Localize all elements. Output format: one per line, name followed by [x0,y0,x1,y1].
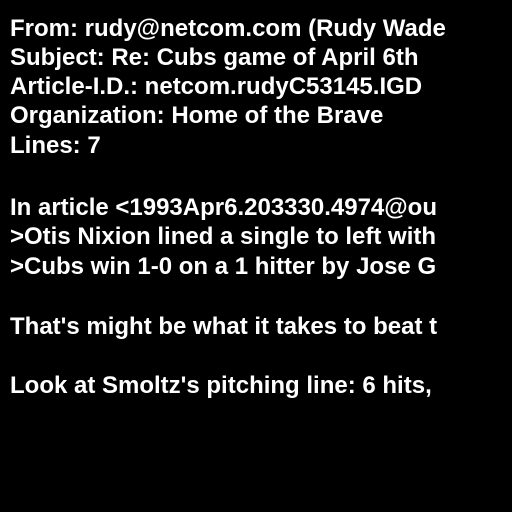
header-subject: Subject: Re: Cubs game of April 6th [10,44,419,71]
paragraph: That's might be what it takes to beat t [10,313,438,340]
intro-line: In article <1993Apr6.203330.4974@ou [10,194,437,221]
header-organization: Organization: Home of the Brave [10,102,384,129]
quote-line: >Otis Nixion lined a single to left with [10,223,437,250]
header-article-id: Article-I.D.: netcom.rudyC53145.IGD [10,73,423,100]
header-from: From: rudy@netcom.com (Rudy Wade [10,15,446,42]
quote-line: >Cubs win 1-0 on a 1 hitter by Jose G [10,253,437,280]
header-lines: Lines: 7 [10,132,101,159]
paragraph: Look at Smoltz's pitching line: 6 hits, [10,372,432,399]
